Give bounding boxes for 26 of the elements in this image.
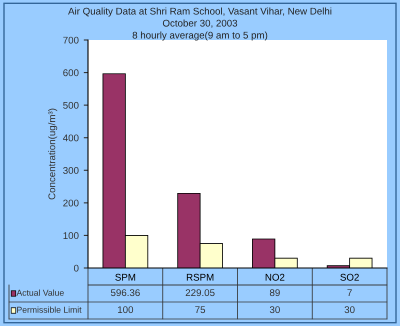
y-tick-label: 600 — [63, 69, 79, 76]
x-tick-label: NO2 — [266, 274, 284, 281]
legend-label: Permissible Limit — [17, 306, 82, 313]
y-tick-label: 400 — [62, 134, 79, 142]
x-tick-label: SO2 — [340, 274, 359, 281]
data-label: 229.05 — [186, 289, 215, 296]
x-tick-label: RSPM — [186, 274, 214, 281]
y-tick-label: 700 — [63, 36, 79, 44]
y-tick-label: 100 — [63, 232, 79, 240]
chart-title: Air Quality Data at Shri Ram School, Vasant Vihar, New Delhi — [68, 7, 332, 17]
y-tick-label: 300 — [63, 167, 79, 174]
y-tick-label: 500 — [63, 102, 79, 109]
annotation: 8 hourly average(9 am to 5 pm) — [132, 31, 268, 41]
legend-label: Actual Value — [16, 289, 64, 296]
y-tick-label: 0 — [74, 264, 79, 272]
chart-subtitle: October 30, 2003 — [162, 19, 238, 28]
y-tick-label: 200 — [63, 200, 79, 206]
data-label: 596.36 — [110, 289, 140, 296]
data-label: 75 — [195, 306, 206, 314]
data-label: 89 — [270, 289, 280, 296]
data-label: 30 — [270, 306, 280, 314]
data-label: 7 — [347, 289, 352, 296]
x-tick-label: SPM — [115, 274, 136, 281]
data-label: 30 — [344, 306, 355, 314]
data-label: 100 — [118, 306, 134, 314]
y-axis-title: Concentration(ug/m³) — [48, 108, 58, 200]
